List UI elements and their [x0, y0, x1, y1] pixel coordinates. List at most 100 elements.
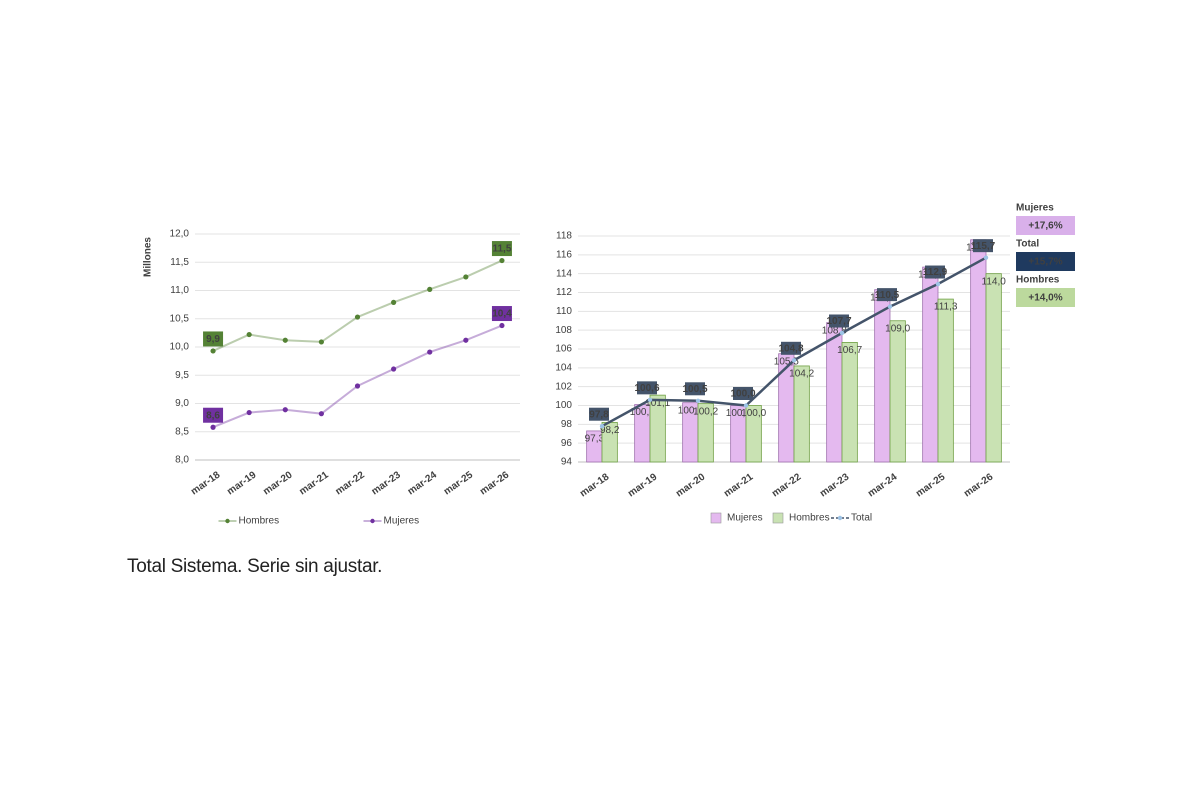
- point: [983, 255, 989, 260]
- y-tick-label: 9,5: [175, 370, 189, 381]
- point: [839, 330, 845, 336]
- x-tick-label: mar-22: [334, 469, 368, 497]
- x-tick-label: mar-21: [722, 471, 756, 499]
- point: [791, 358, 797, 363]
- point: [499, 257, 505, 264]
- y-tick-label: 114: [556, 268, 572, 279]
- annotation-title: Hombres: [1016, 275, 1060, 286]
- bar-value-label: 100,2: [693, 406, 718, 417]
- point: [282, 407, 288, 413]
- point: [499, 322, 505, 329]
- legend-label: Hombres: [239, 516, 280, 527]
- legend-marker: [225, 518, 230, 524]
- point: [246, 409, 252, 416]
- annotation-title: Total: [1016, 239, 1039, 250]
- bar-value-label: 109,0: [885, 323, 910, 334]
- y-tick-label: 118: [556, 231, 572, 242]
- caption: Total Sistema. Serie sin ajustar.: [127, 556, 383, 577]
- bar-value-label: 114,0: [982, 276, 1007, 287]
- bar-value-label: 100,0: [726, 408, 751, 419]
- point: [887, 304, 893, 309]
- value-label-box: [877, 288, 897, 302]
- y-tick-label: 11,5: [170, 257, 189, 268]
- x-tick-label: mar-20: [674, 471, 708, 499]
- point: [427, 286, 433, 292]
- y-tick-label: 100: [555, 400, 572, 411]
- bar-value-label: 108,8: [822, 325, 847, 336]
- bar-value-label: 100,0: [741, 408, 766, 419]
- x-tick-label: mar-21: [297, 469, 331, 497]
- bar: [922, 266, 939, 463]
- y-tick-label: 116: [556, 249, 572, 260]
- y-tick-label: 9,0: [175, 398, 189, 409]
- bar: [745, 405, 762, 463]
- value-label: 110,5: [875, 290, 900, 301]
- annotation-box: [1016, 216, 1075, 235]
- point: [354, 383, 361, 389]
- y-tick-label: 94: [561, 457, 573, 468]
- bar-value-label: 98,2: [600, 425, 620, 436]
- bar: [841, 342, 858, 463]
- point: [463, 337, 469, 343]
- value-label: 115,7: [971, 241, 996, 252]
- bar-value-label: 100,1: [630, 407, 655, 418]
- x-tick-label: mar-24: [406, 469, 440, 497]
- y-tick-label: 8,0: [175, 455, 189, 466]
- x-tick-label: mar-19: [626, 471, 660, 499]
- bar: [937, 298, 954, 463]
- x-tick-label: mar-22: [770, 471, 804, 499]
- bar-value-label: 106,7: [837, 345, 862, 356]
- y-tick-label: 104: [555, 362, 572, 373]
- x-tick-label: mar-26: [962, 471, 996, 499]
- annotation-text: +15,7%: [1028, 257, 1062, 268]
- point: [599, 424, 605, 429]
- annotation-text: +14,0%: [1028, 293, 1062, 304]
- y-tick-label: 8,5: [175, 426, 189, 437]
- value-label: 10,4: [492, 309, 512, 320]
- bar: [826, 322, 843, 463]
- y-tick-label: 102: [555, 381, 572, 392]
- value-label: 104,8: [778, 343, 803, 354]
- point: [282, 337, 288, 343]
- value-label-box: [733, 387, 753, 400]
- x-tick-label: mar-24: [866, 471, 900, 499]
- point: [647, 397, 653, 403]
- x-tick-label: mar-19: [225, 469, 259, 497]
- point: [318, 411, 324, 417]
- bar: [874, 289, 891, 463]
- value-label: 97,8: [589, 409, 609, 420]
- legend-swatch: [772, 512, 784, 524]
- y-tick-label: 10,5: [170, 313, 190, 324]
- legend-marker: [370, 518, 375, 524]
- series-line: [212, 259, 503, 352]
- value-label-box: [203, 331, 224, 347]
- bar: [970, 239, 987, 463]
- point: [463, 274, 469, 280]
- point: [743, 403, 749, 408]
- point: [391, 299, 397, 305]
- annotation-box: [1016, 252, 1075, 271]
- value-label: 8,6: [206, 410, 220, 421]
- y-axis-title: Millones: [143, 237, 154, 277]
- point: [210, 424, 216, 430]
- bar: [985, 273, 1002, 463]
- value-label: 9,9: [206, 334, 220, 345]
- bar: [697, 403, 714, 463]
- point: [318, 339, 324, 345]
- x-tick-label: mar-26: [478, 469, 512, 497]
- value-label: 100,5: [682, 384, 707, 395]
- value-label-box: [781, 341, 801, 355]
- value-label-box: [491, 306, 512, 322]
- value-label-box: [829, 314, 849, 328]
- point: [391, 366, 397, 372]
- y-tick-label: 12,0: [170, 229, 190, 240]
- value-label-box: [203, 407, 224, 423]
- value-label-box: [589, 407, 609, 421]
- value-label: 112,9: [923, 267, 948, 278]
- value-label: 100,6: [634, 383, 659, 394]
- y-tick-label: 96: [561, 438, 573, 449]
- legend-marker: [837, 515, 843, 521]
- legend-label: Total: [851, 513, 872, 524]
- x-tick-label: mar-25: [914, 471, 948, 499]
